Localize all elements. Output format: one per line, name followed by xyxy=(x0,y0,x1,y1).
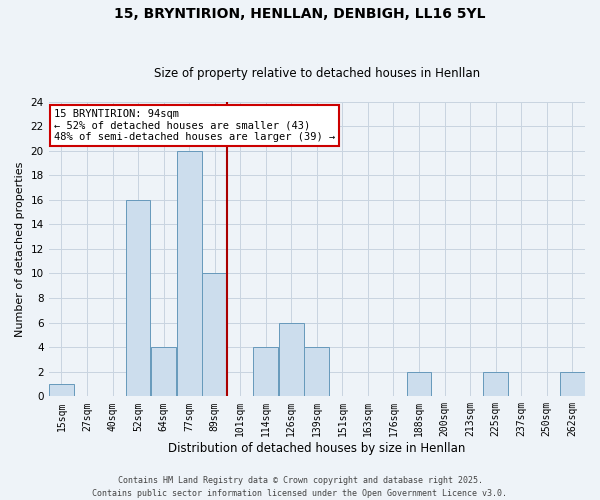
Bar xyxy=(125,200,151,396)
Text: 15 BRYNTIRION: 94sqm
← 52% of detached houses are smaller (43)
48% of semi-detac: 15 BRYNTIRION: 94sqm ← 52% of detached h… xyxy=(54,109,335,142)
Bar xyxy=(202,274,227,396)
X-axis label: Distribution of detached houses by size in Henllan: Distribution of detached houses by size … xyxy=(168,442,466,455)
Title: Size of property relative to detached houses in Henllan: Size of property relative to detached ho… xyxy=(154,66,480,80)
Bar xyxy=(177,150,202,396)
Bar xyxy=(483,372,508,396)
Bar xyxy=(304,347,329,397)
Text: 15, BRYNTIRION, HENLLAN, DENBIGH, LL16 5YL: 15, BRYNTIRION, HENLLAN, DENBIGH, LL16 5… xyxy=(114,8,486,22)
Bar xyxy=(279,322,304,396)
Bar xyxy=(560,372,584,396)
Bar xyxy=(253,347,278,397)
Bar xyxy=(151,347,176,397)
Bar xyxy=(49,384,74,396)
Text: Contains HM Land Registry data © Crown copyright and database right 2025.
Contai: Contains HM Land Registry data © Crown c… xyxy=(92,476,508,498)
Bar xyxy=(407,372,431,396)
Y-axis label: Number of detached properties: Number of detached properties xyxy=(15,161,25,336)
